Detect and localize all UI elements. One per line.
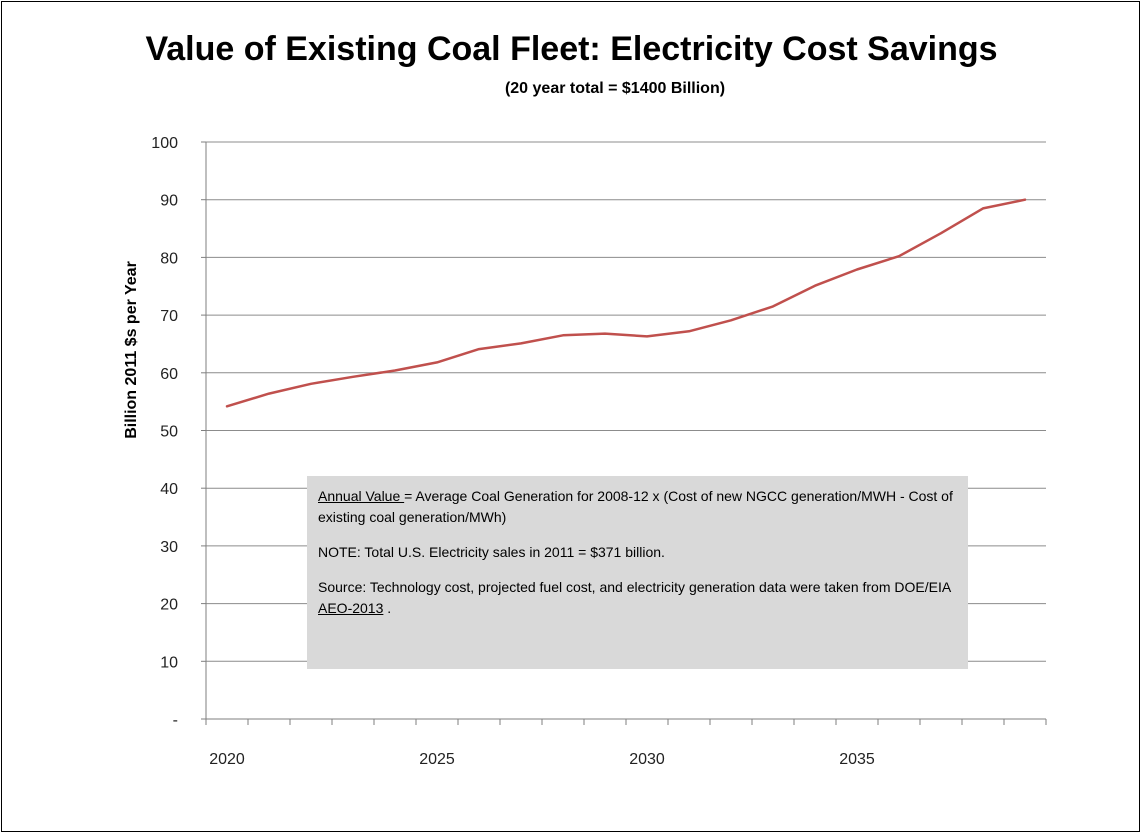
data-point: [730, 319, 732, 321]
data-point: [562, 334, 564, 336]
x-tick-label: 2030: [629, 751, 665, 768]
series: [225, 198, 1027, 408]
data-point: [856, 269, 858, 271]
source-note: Source: Technology cost, projected fuel …: [318, 577, 958, 619]
y-tick-label: 40: [160, 481, 178, 498]
y-tick-label: 100: [151, 135, 178, 152]
sales-note: NOTE: Total U.S. Electricity sales in 20…: [318, 544, 665, 560]
annual-value-text: = Average Coal Generation for 2008-12 x …: [318, 488, 953, 525]
data-point: [898, 255, 900, 257]
y-tick-label: 20: [160, 597, 178, 614]
data-point: [310, 383, 312, 385]
data-point: [436, 361, 438, 363]
y-tick-label: 90: [160, 193, 178, 210]
source-link[interactable]: AEO-2013: [318, 600, 384, 616]
chart-subtitle: (20 year total = $1400 Billion): [504, 80, 726, 97]
x-tick-labels: 2020 2025 2030 2035: [209, 751, 875, 768]
y-tick-label: -: [173, 712, 178, 729]
annual-value-note: Annual Value = Average Coal Generation f…: [318, 486, 958, 528]
source-text: Source: Technology cost, projected fuel …: [318, 579, 951, 595]
x-tick-label: 2025: [419, 751, 455, 768]
data-point: [478, 348, 480, 350]
data-point: [772, 305, 774, 307]
data-point: [520, 342, 522, 344]
y-tick-label: 50: [160, 424, 178, 441]
y-tick-label: 10: [160, 654, 178, 671]
y-tick-label: 60: [160, 366, 178, 383]
data-point: [1024, 199, 1026, 201]
x-tick-label: 2035: [839, 751, 875, 768]
annual-value-term: Annual Value: [318, 488, 405, 504]
data-point: [394, 369, 396, 371]
data-point: [226, 405, 228, 407]
note-box: Annual Value = Average Coal Generation f…: [307, 476, 968, 669]
data-point: [268, 393, 270, 395]
source-text-end: .: [383, 600, 392, 616]
data-point: [982, 207, 984, 209]
y-tick-labels: - 10 20 30 40 50 60 70 80 90 100: [151, 135, 178, 729]
chart-title: Value of Existing Coal Fleet: Electricit…: [145, 30, 998, 68]
axes: [201, 141, 1047, 725]
data-point: [688, 330, 690, 332]
y-tick-label: 80: [160, 250, 178, 267]
y-tick-label: 30: [160, 539, 178, 556]
y-tick-label: 70: [160, 308, 178, 325]
series-line: [225, 198, 1027, 408]
data-point: [646, 335, 648, 337]
data-point: [604, 333, 606, 335]
data-point: [352, 376, 354, 378]
data-point: [940, 232, 942, 234]
y-axis-label: Billion 2011 $s per Year: [123, 261, 140, 439]
data-point: [814, 285, 816, 287]
x-tick-label: 2020: [209, 751, 245, 768]
